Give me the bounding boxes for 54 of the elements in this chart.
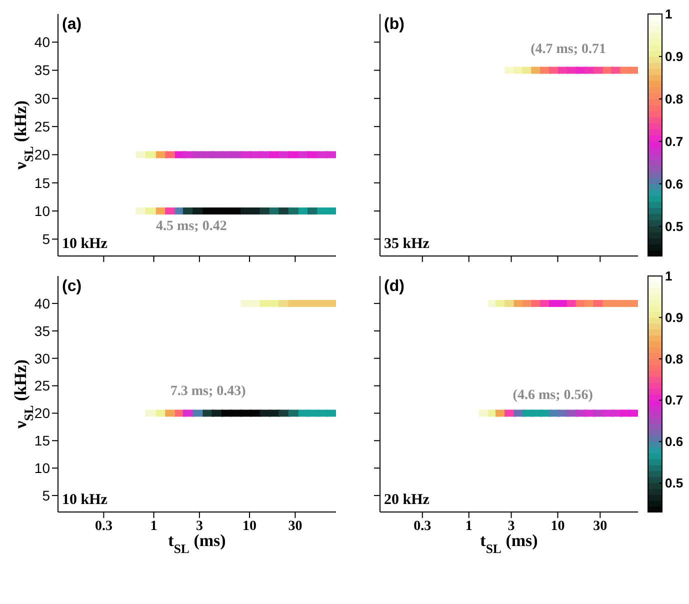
annotation: 7.3 ms; 0.43): [170, 384, 246, 400]
x-tick-label: 10: [242, 518, 257, 534]
x-tick-label: 3: [508, 518, 515, 534]
x-tick-label: 30: [593, 518, 608, 534]
chart-title: (d): [384, 278, 404, 296]
color-bar-label: 0.9: [665, 310, 684, 325]
color-bar-label: 0.8: [665, 91, 684, 106]
y-tick-label: 35: [34, 62, 50, 78]
x-tick-label: 0.3: [94, 518, 112, 534]
annotation: (4.7 ms; 0.71: [530, 42, 606, 58]
y-tick-label: 25: [34, 378, 50, 394]
annotation: (4.6 ms; 0.56): [512, 388, 593, 404]
y-tick-label: 35: [34, 322, 50, 339]
y-tick-label: 5: [42, 488, 50, 504]
y-tick-label: 5: [42, 231, 50, 248]
x-tick-label: 10: [550, 518, 565, 534]
color-bar-label: 1: [665, 6, 672, 22]
annotation: 10 kHz: [62, 236, 108, 253]
y-tick-label: 10: [34, 202, 50, 219]
annotation: 4.5 ms; 0.42: [156, 218, 227, 235]
chart-title: (a): [62, 16, 82, 34]
color-bar-label: 1: [665, 268, 672, 284]
color-bar-label: 0.7: [665, 392, 684, 408]
y-tick-label: 25: [34, 118, 50, 135]
color-bar-label: 0.9: [665, 48, 684, 64]
y-tick-label: 30: [34, 90, 50, 106]
y-tick-label: 20: [34, 146, 50, 163]
annotation: 10 kHz: [62, 492, 108, 509]
chart-title: (b): [384, 16, 404, 34]
y-tick-label: 10: [34, 460, 50, 476]
color-bar-label: 0.6: [665, 176, 684, 192]
x-tick-label: 30: [288, 518, 302, 534]
x-axis-title: t$_{SL}$ (ms): [168, 531, 226, 556]
chart-title: (c): [62, 278, 82, 296]
y-tick-label: 15: [34, 432, 50, 449]
annotation: 20 kHz: [384, 492, 430, 509]
y-tick-label: 30: [34, 350, 50, 366]
y-tick-label: 40: [34, 34, 50, 50]
y-tick-label: 15: [34, 174, 50, 191]
x-tick-label: 1: [465, 518, 472, 534]
x-tick-label: 0.3: [414, 518, 432, 534]
y-tick-label: 40: [34, 295, 50, 312]
x-tick-label: 3: [196, 518, 203, 534]
color-bar-label: 0.7: [665, 134, 684, 149]
color-bar-label: 0.5: [665, 218, 684, 234]
x-tick-label: 1: [150, 518, 158, 534]
color-scale: 0.5 0.6 0.7 0.8 0.9 1: [646, 270, 689, 522]
x-axis-title: t$_{SL}$ (ms): [480, 531, 538, 556]
y-tick-label: 20: [34, 405, 50, 422]
color-bar-label: 0.8: [665, 351, 684, 366]
color-bar-label: 0.5: [665, 476, 684, 491]
color-bar-label: 0.6: [665, 434, 684, 450]
color-scale: 0.5 0.6 0.7 0.8 0.9 1: [646, 8, 689, 266]
annotation: 35 kHz: [384, 236, 430, 253]
